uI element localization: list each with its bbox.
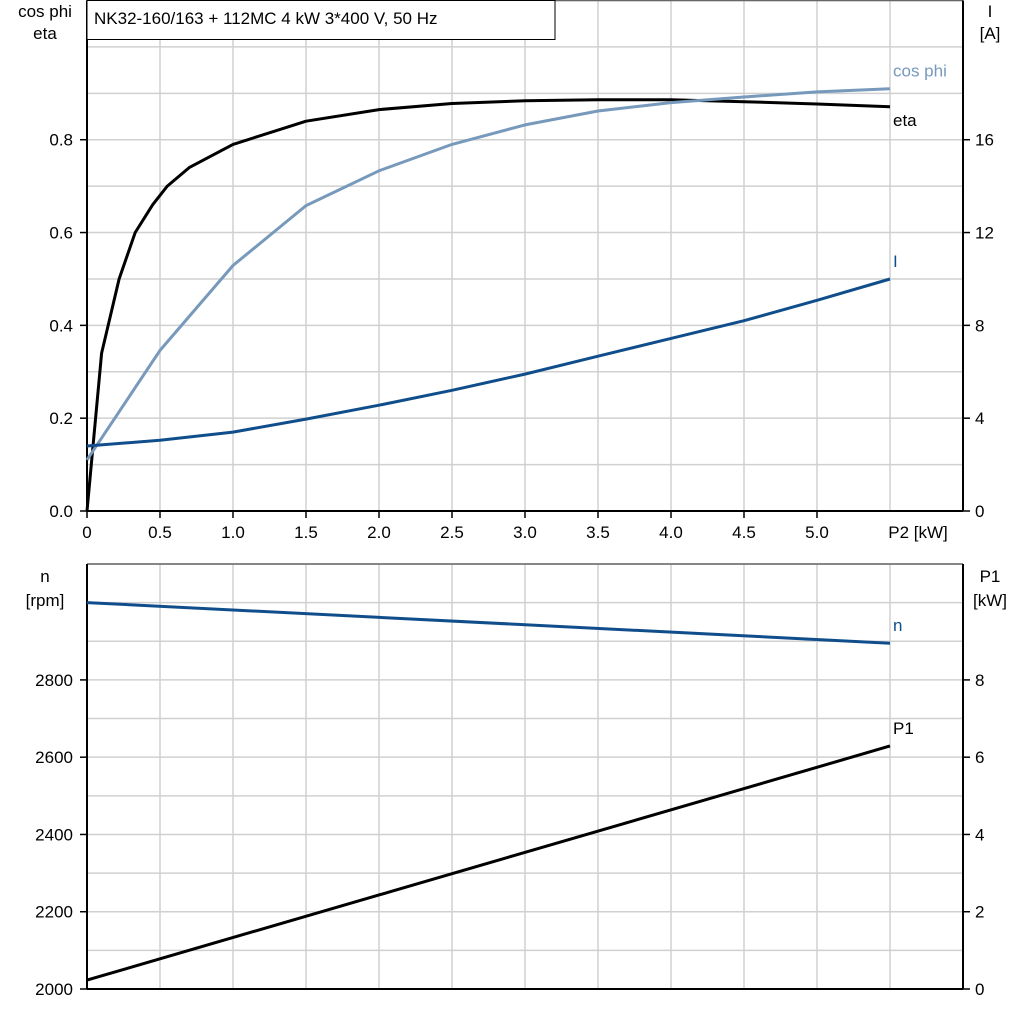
series-label: eta [893, 111, 917, 130]
y-left-tick-label: 2200 [35, 903, 73, 922]
series-line-eta [85, 98, 891, 512]
series-label: cos phi [893, 62, 947, 81]
x-tick-label: 0 [82, 523, 91, 542]
y-left-axis-label: n [40, 567, 49, 586]
y-left-tick-label: 0.8 [49, 131, 73, 150]
series-label: I [893, 252, 898, 271]
y-left-axis-label: [rpm] [26, 591, 65, 610]
x-tick-label: 2.5 [440, 523, 464, 542]
y-left-axis-label: eta [33, 24, 57, 43]
y-left-tick-label: 0.6 [49, 224, 73, 243]
y-right-tick-label: 6 [975, 748, 984, 767]
x-axis-label: P2 [kW] [888, 523, 948, 542]
x-tick-label: 0.5 [148, 523, 172, 542]
y-left-tick-label: 2800 [35, 671, 73, 690]
y-right-tick-label: 16 [975, 131, 994, 150]
x-tick-label: 3.5 [586, 523, 610, 542]
y-right-axis-label: [kW] [973, 591, 1007, 610]
y-right-axis-label: P1 [980, 567, 1001, 586]
panel-1: 2000 2200 2400 2600 2800 0 2 4 6 8 n [rpm] P1 [kW] n P1 [26, 563, 1007, 999]
y-left-tick-label: 0.4 [49, 316, 73, 335]
y-right-tick-label: 2 [975, 903, 984, 922]
y-right-tick-label: 8 [975, 671, 984, 690]
series-line-I [86, 277, 891, 448]
y-right-tick-label: 0 [975, 502, 984, 521]
y-right-tick-label: 8 [975, 316, 984, 335]
x-tick-label: 5.0 [805, 523, 829, 542]
series-label: P1 [893, 719, 914, 738]
y-right-tick-label: 4 [975, 409, 984, 428]
title-box [86, 0, 556, 40]
series-line-cos-phi [85, 87, 891, 461]
y-left-tick-label: 2600 [35, 748, 73, 767]
y-left-tick-label: 2000 [35, 980, 73, 999]
y-right-tick-label: 0 [975, 980, 984, 999]
y-left-tick-label: 2400 [35, 825, 73, 844]
chart-title: NK32-160/163 + 112MC 4 kW 3*400 V, 50 Hz [94, 9, 438, 28]
x-tick-label: 4.0 [659, 523, 683, 542]
x-tick-label: 2.0 [367, 523, 391, 542]
y-right-axis-label: [A] [980, 24, 1001, 43]
y-left-axis-label: cos phi [18, 2, 72, 21]
y-left-tick-label: 0.0 [49, 502, 73, 521]
y-left-tick-label: 0.2 [49, 409, 73, 428]
x-tick-label: 1.0 [221, 523, 245, 542]
panel-0: 0.0 0.2 0.4 0.6 0.8 0 4 8 12 16 cos phi eta I [A] eta c… [18, 0, 1001, 521]
series-label: n [893, 616, 902, 635]
x-tick-label: 1.5 [294, 523, 318, 542]
series-line-P1 [86, 744, 891, 982]
y-right-tick-label: 12 [975, 224, 994, 243]
x-tick-label: 4.5 [732, 523, 756, 542]
y-right-tick-label: 4 [975, 825, 984, 844]
y-right-axis-label: I [988, 2, 993, 21]
x-tick-label: 3.0 [513, 523, 537, 542]
series-line-n [86, 601, 891, 645]
